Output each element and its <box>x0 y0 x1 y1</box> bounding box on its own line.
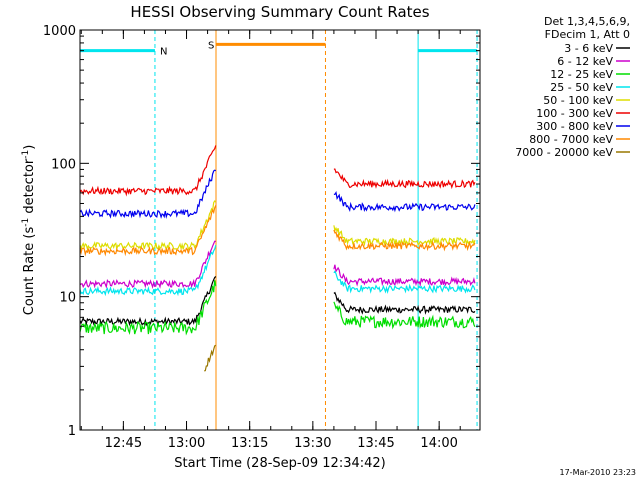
legend-label-2: 6 - 12 keV <box>557 55 613 68</box>
x-tick-label-1300: 13:00 <box>168 436 205 451</box>
y-axis-label: Count Rate (s-1 detector-1) <box>21 145 37 316</box>
x-tick-label-1315: 13:15 <box>231 436 268 451</box>
legend-label-9: 7000 - 20000 keV <box>515 146 613 159</box>
x-tick-label-1400: 14:00 <box>420 436 457 451</box>
legend-label-4: 25 - 50 keV <box>550 81 613 94</box>
saa-marker-label: S <box>208 40 214 51</box>
plot-frame <box>79 29 481 431</box>
series-9-before-line <box>204 344 217 372</box>
series-6-before-line <box>79 145 217 197</box>
x-tick-label-1345: 13:45 <box>357 436 394 451</box>
legend-label-7: 300 - 800 keV <box>536 120 613 133</box>
series-8-after-line <box>333 229 476 252</box>
legend-label-3: 12 - 25 keV <box>550 68 613 81</box>
y-tick-label-10: 10 <box>59 291 76 306</box>
legend-label-1: 3 - 6 keV <box>564 42 613 55</box>
y-tick-label-1: 1 <box>68 424 76 439</box>
x-axis-label: Start Time (28-Sep-09 12:34:42) <box>174 456 385 471</box>
y-tick-label-1000: 1000 <box>43 24 76 39</box>
series-2-after-line <box>333 264 476 287</box>
series-5-before-line <box>79 200 217 251</box>
series-7-before-line <box>79 169 217 220</box>
footer-date: 17-Mar-2010 23:23 <box>560 468 637 477</box>
series-3-before-line <box>79 280 217 336</box>
legend-label-6: 100 - 300 keV <box>536 107 613 120</box>
series-5-after-line <box>333 225 476 247</box>
series-8-before-line <box>79 205 217 257</box>
series-6-after-line <box>333 168 476 190</box>
legend-header-line-2: FDecim 1, Att 0 <box>545 28 630 41</box>
chart-title: HESSI Observing Summary Count Rates <box>130 3 429 21</box>
legend-label-8: 800 - 7000 keV <box>529 133 613 146</box>
series-1-after-line <box>333 291 476 315</box>
x-tick-label-1245: 12:45 <box>105 436 142 451</box>
series-4-before-line <box>79 245 217 297</box>
legend: Det 1,3,4,5,6,9, FDecim 1, Att 0 3 - 6 k… <box>515 15 630 159</box>
x-tick-label-1330: 13:30 <box>294 436 331 451</box>
legend-label-5: 50 - 100 keV <box>543 94 613 107</box>
series-3-after-line <box>333 301 476 330</box>
y-tick-label-100: 100 <box>51 157 76 172</box>
legend-header-line-1: Det 1,3,4,5,6,9, <box>544 15 630 28</box>
series-7-after-line <box>333 191 476 213</box>
series-4-after-line <box>333 270 476 295</box>
series-2-before-line <box>79 240 216 289</box>
night-marker-label: N <box>160 47 167 58</box>
